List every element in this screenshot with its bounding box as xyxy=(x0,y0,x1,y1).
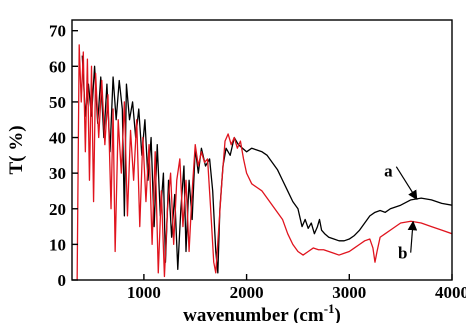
series-arrow-a xyxy=(395,166,418,201)
y-axis-title-group: T( %) xyxy=(6,125,27,174)
y-tick-label: 20 xyxy=(49,200,66,219)
x-axis-title-superscript: -1 xyxy=(324,301,335,316)
y-tick-label: 30 xyxy=(49,164,66,183)
y-tick-label: 40 xyxy=(49,129,66,148)
series-label-a: a xyxy=(384,162,393,181)
x-tick-label: 2000 xyxy=(230,283,264,302)
y-tick-label: 60 xyxy=(49,57,66,76)
annotation-layer: ab xyxy=(384,162,418,263)
x-axis-title-close: ) xyxy=(335,305,341,323)
series-arrow-b xyxy=(407,220,418,253)
x-tick-label: 3000 xyxy=(332,283,366,302)
x-tick-label: 4000 xyxy=(435,283,466,302)
y-tick-label: 10 xyxy=(49,235,66,254)
y-tick-label: 50 xyxy=(49,93,66,112)
x-axis-title-text: wavenumber (cm xyxy=(183,305,324,323)
y-axis-title: T( %) xyxy=(6,125,27,174)
series-line-b xyxy=(76,44,452,280)
plot-frame xyxy=(71,19,453,281)
tick-layer: 1000 2000 3000 4000 0 10 20 30 40 50 60 70 xyxy=(49,22,466,302)
y-tick-label: 0 xyxy=(58,271,67,290)
y-tick-label: 70 xyxy=(49,22,66,41)
series-label-b: b xyxy=(398,244,407,263)
series-layer xyxy=(76,44,452,280)
x-tick-label: 1000 xyxy=(127,283,161,302)
x-axis-title: wavenumber (cm-1) xyxy=(183,301,341,323)
